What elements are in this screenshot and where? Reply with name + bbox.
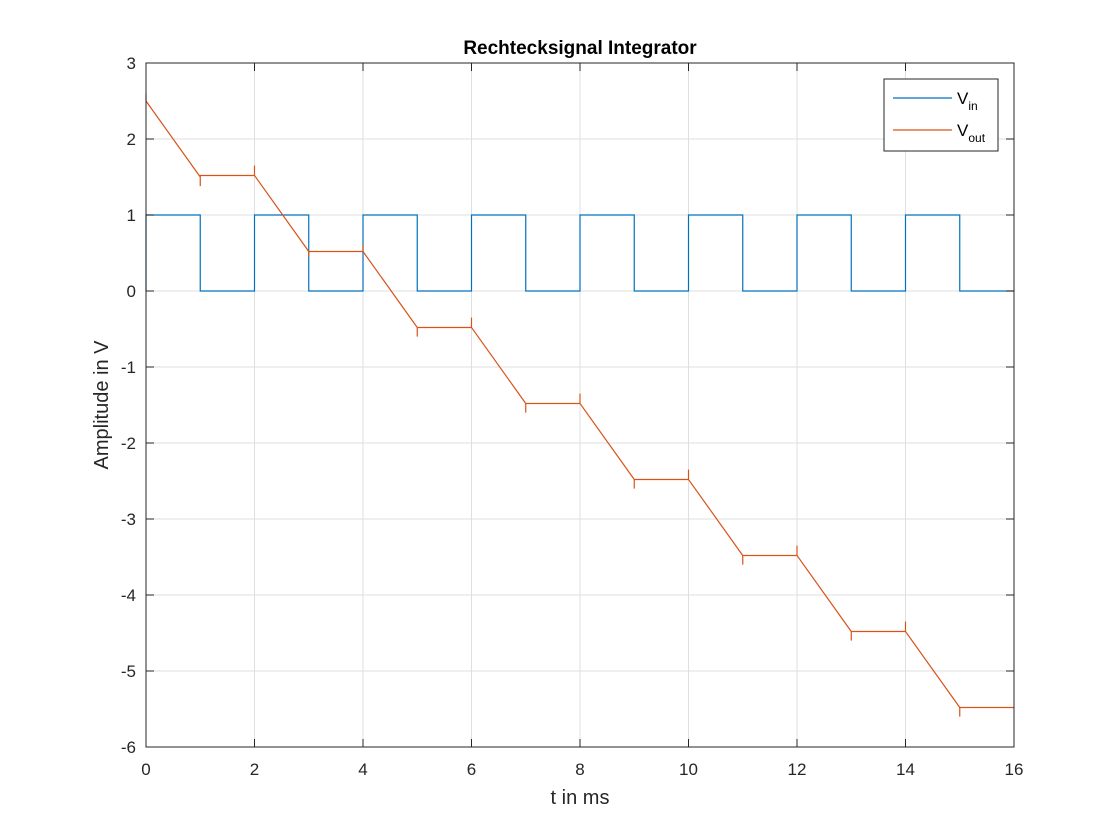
y-tick-label: -3 bbox=[121, 510, 136, 529]
y-axis-label: Amplitude in V bbox=[91, 340, 113, 470]
legend-label-vout-main: V bbox=[957, 121, 969, 140]
x-axis-label: t in ms bbox=[551, 787, 610, 809]
y-tick-label: -6 bbox=[121, 738, 136, 757]
x-tick-label: 2 bbox=[250, 760, 259, 779]
series-layer bbox=[145, 93, 1014, 717]
legend-label-vout: Vout bbox=[957, 121, 986, 145]
legend-label-vout-sub: out bbox=[968, 131, 985, 145]
chart-title: Rechtecksignal Integrator bbox=[463, 38, 697, 59]
legend-label-vin-sub: in bbox=[968, 99, 977, 113]
y-tick-label: -1 bbox=[121, 358, 136, 377]
legend-label-vin: Vin bbox=[957, 89, 978, 113]
y-tick-label: -5 bbox=[121, 662, 136, 681]
y-tick-label: -2 bbox=[121, 434, 136, 453]
legend-label-vin-main: V bbox=[957, 89, 969, 108]
x-tick-label: 6 bbox=[467, 760, 476, 779]
series-line-in bbox=[145, 214, 1014, 292]
y-tick-label: 1 bbox=[127, 206, 136, 225]
x-tick-label: 12 bbox=[788, 760, 807, 779]
x-tick-label: 10 bbox=[679, 760, 698, 779]
y-tick-label: 3 bbox=[127, 54, 136, 73]
legend[interactable]: Vin Vout bbox=[883, 78, 999, 152]
x-tick-label: 8 bbox=[575, 760, 584, 779]
y-tick-label: 0 bbox=[127, 282, 136, 301]
series-line-out bbox=[145, 93, 1014, 717]
y-tick-label: -4 bbox=[121, 586, 136, 605]
x-tick-label: 16 bbox=[1005, 760, 1024, 779]
legend-box bbox=[883, 78, 999, 152]
x-tick-label: 14 bbox=[896, 760, 915, 779]
y-tick-label: 2 bbox=[127, 130, 136, 149]
x-tick-label: 4 bbox=[358, 760, 367, 779]
x-tick-label: 0 bbox=[141, 760, 150, 779]
